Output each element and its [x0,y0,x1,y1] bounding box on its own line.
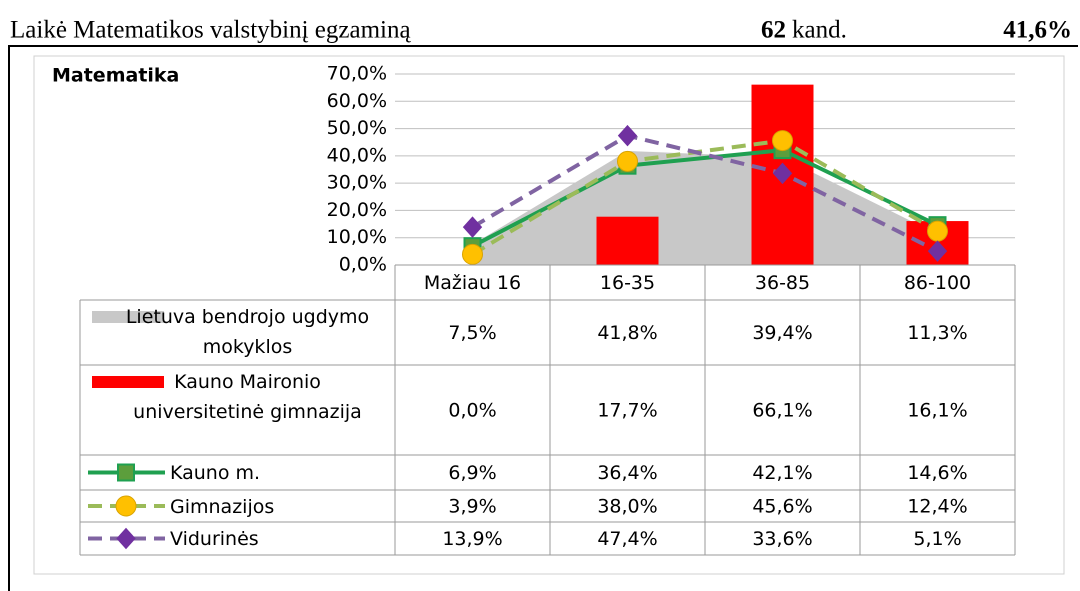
table-cell: 36,4% [597,462,657,484]
x-tick-label: 16-35 [600,272,655,294]
table-cell: 41,8% [597,322,657,344]
area [472,150,938,265]
header-count-unit: kand. [792,17,847,44]
x-tick-label: Mažiau 16 [424,272,521,294]
x-tick-label: 86-100 [904,272,971,294]
marker [772,162,793,185]
header-share: 41,6% [1003,17,1072,44]
marker [117,463,135,482]
table-cell: 17,7% [597,400,657,422]
table-cell: 11,3% [907,322,967,344]
y-tick-label: 70,0% [327,63,387,85]
table-cell: 66,1% [752,400,812,422]
table-cell: 42,1% [752,462,812,484]
legend-name: Gimnazijos [170,496,275,518]
legend-name: Kauno Maironio universitetinė gimnazija [133,371,362,423]
line [471,138,939,257]
marker [927,240,948,262]
y-tick-label: 10,0% [327,226,387,248]
table-cell: 14,6% [907,462,967,484]
marker [617,150,638,172]
legend-name: Lietuva bendrojo ugdymo mokyklos [125,306,370,358]
line [471,133,939,253]
marker [772,130,793,152]
table-cell: 3,9% [448,496,496,518]
table-cell: 47,4% [597,528,657,550]
marker [115,495,137,517]
y-tick-label: 30,0% [327,172,387,194]
legend-swatch [92,376,164,388]
y-tick-label: 60,0% [327,90,387,112]
header-count: 62 [761,17,786,44]
legend-name-box: Gimnazijos [170,496,275,518]
marker [462,216,483,238]
legend-name-box: Lietuva bendrojo ugdymo mokyklos [125,306,370,358]
y-tick-label: 50,0% [327,117,387,139]
table-cell: 16,1% [907,400,967,422]
table-cell: 7,5% [448,322,496,344]
table-cell: 33,6% [752,528,812,550]
table-cell: 6,9% [448,462,496,484]
marker [462,243,483,265]
marker [617,124,638,147]
table-cell: 12,4% [907,496,967,518]
y-tick-label: 20,0% [327,199,387,221]
table-cell: 39,4% [752,322,812,344]
table-cell: 38,0% [597,496,657,518]
table-cell: 5,1% [913,528,961,550]
chart-title: Matematika [52,65,179,87]
table-cell: 0,0% [448,400,496,422]
header-text: Laikė Matematikos valstybinį egzaminą [10,17,411,44]
chart-frame [33,55,1065,575]
bar [596,216,659,265]
y-tick-label: 0,0% [339,254,387,276]
table-cell: 45,6% [752,496,812,518]
legend-name-box: Kauno m. [170,462,261,484]
marker [927,220,948,242]
legend-name: Vidurinės [170,528,259,550]
legend-name-box: Kauno Maironio universitetinė gimnazija [133,371,362,423]
marker [116,527,136,550]
legend-name-box: Vidurinės [170,528,259,550]
y-tick-label: 40,0% [327,144,387,166]
legend-swatch [92,311,164,323]
table-cell: 13,9% [442,528,502,550]
legend-name: Kauno m. [170,462,261,484]
x-tick-label: 36-85 [755,272,810,294]
